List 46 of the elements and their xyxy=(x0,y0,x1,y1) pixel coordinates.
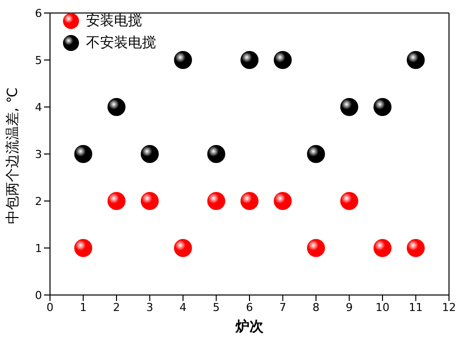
y-tick-label: 4 xyxy=(35,100,42,114)
x-tick-label: 12 xyxy=(442,300,456,314)
point xyxy=(74,239,92,257)
y-tick-label: 0 xyxy=(35,288,42,302)
y-tick-label: 2 xyxy=(35,194,42,208)
y-tick-label: 5 xyxy=(35,54,42,67)
x-tick-label: 10 xyxy=(376,300,390,314)
point xyxy=(406,51,425,69)
y-axis-title: 中包两个边流温差, ℃ xyxy=(4,87,21,224)
point xyxy=(307,145,325,163)
x-tick-label: 7 xyxy=(279,300,286,314)
point xyxy=(307,239,325,257)
point xyxy=(207,192,226,210)
point xyxy=(140,145,159,163)
legend-label: 不安装电搅 xyxy=(86,34,156,53)
x-axis-title: 炉次 xyxy=(234,318,264,335)
x-tick-label: 0 xyxy=(46,300,54,314)
x-tick-label: 1 xyxy=(80,300,87,314)
point xyxy=(108,98,126,116)
point xyxy=(174,51,192,69)
point xyxy=(274,192,292,210)
point xyxy=(374,98,392,116)
point xyxy=(74,145,92,163)
point xyxy=(274,51,292,69)
point xyxy=(240,192,258,210)
point xyxy=(174,239,192,257)
y-tick-label: 1 xyxy=(35,242,42,255)
x-tick-label: 5 xyxy=(212,300,220,314)
x-tick-label: 4 xyxy=(180,300,186,314)
point xyxy=(207,145,226,163)
x-tick-label: 9 xyxy=(346,300,353,314)
x-tick-label: 2 xyxy=(113,300,120,314)
x-tick-label: 6 xyxy=(246,300,253,314)
legend-label: 安装电搅 xyxy=(86,12,142,31)
point xyxy=(406,239,425,257)
point xyxy=(340,98,358,116)
point xyxy=(374,239,392,257)
x-tick-label: 3 xyxy=(146,300,154,314)
y-tick-label: 3 xyxy=(35,148,42,161)
point xyxy=(240,51,258,69)
y-tick-label: 6 xyxy=(35,6,42,20)
x-tick-label: 11 xyxy=(408,300,423,314)
point xyxy=(140,192,159,210)
point xyxy=(340,192,358,210)
x-tick-label: 8 xyxy=(312,300,320,314)
point xyxy=(108,192,126,210)
